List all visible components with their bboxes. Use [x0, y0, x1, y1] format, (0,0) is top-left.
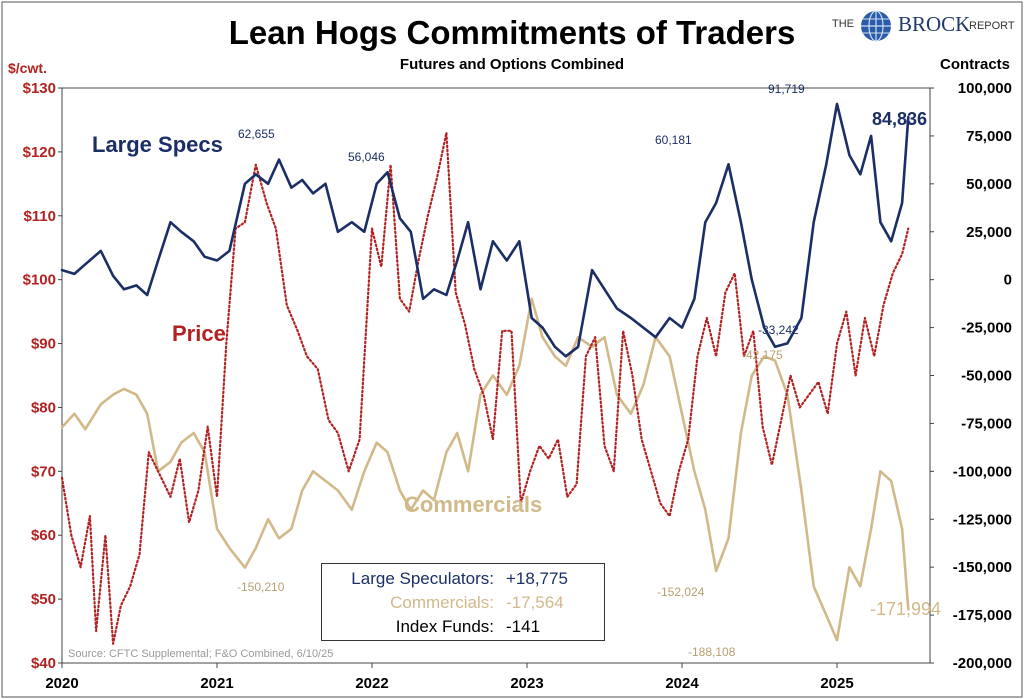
right-tick-label: -75,000 [961, 415, 1012, 432]
price-label: Price [172, 321, 226, 346]
left-tick-label: $90 [31, 336, 56, 353]
right-tick-label: -25,000 [961, 320, 1012, 337]
commercials-label: Commercials [404, 492, 543, 517]
x-tick-label: 2020 [45, 675, 78, 692]
left-tick-label: $50 [31, 591, 56, 608]
specs-last-value: 84,836 [872, 109, 928, 129]
left-tick-label: $40 [31, 655, 56, 672]
x-tick-label: 2021 [200, 675, 233, 692]
left-tick-label: $130 [23, 80, 56, 97]
left-tick-label: $110 [23, 208, 56, 225]
left-tick-label: $100 [23, 272, 56, 289]
globe-icon [861, 10, 891, 42]
large-specs-label: Large Specs [92, 132, 223, 157]
series-line-large-specs [60, 102, 910, 358]
left-tick-label: $60 [31, 527, 56, 544]
right-tick-label: -125,000 [953, 511, 1012, 528]
right-tick-label: 100,000 [958, 80, 1012, 97]
specs-peak-2021-label: 62,655 [238, 127, 275, 141]
right-tick-label: -50,000 [961, 368, 1012, 385]
chart-subtitle: Futures and Options Combined [399, 56, 625, 73]
left-tick-label: $80 [31, 399, 56, 416]
left-tick-label: $70 [31, 463, 56, 480]
specs-peak-2024-label: 60,181 [655, 133, 692, 147]
right-tick-label: 50,000 [966, 176, 1012, 193]
legend-index-value: -141 [506, 617, 541, 636]
x-tick-label: 2023 [510, 675, 543, 692]
brock-report-logo: THE BROCK REPORT [832, 8, 1018, 44]
legend-index-label: Index Funds: [395, 617, 494, 636]
comm-high-2024-label: -42,175 [742, 348, 783, 362]
net-change-legend: Large Speculators: +18,775 Commercials: … [321, 563, 605, 641]
source-note: Source: CFTC Supplemental; F&O Combined,… [68, 648, 334, 660]
x-tick-label: 2022 [355, 675, 388, 692]
x-tick-label: 2024 [665, 675, 699, 692]
left-tick-label: $120 [23, 144, 56, 161]
comm-low-2024-label: -152,024 [657, 585, 705, 599]
logo-report-text: REPORT [969, 20, 1015, 32]
specs-peak-2025-label: 91,719 [768, 82, 805, 96]
right-tick-label: -200,000 [953, 655, 1012, 672]
chart-title: Lean Hogs Commitments of Traders [228, 14, 796, 51]
series-line-price [60, 131, 910, 645]
legend-specs-value: +18,775 [506, 569, 568, 588]
right-tick-label: 75,000 [966, 128, 1012, 145]
right-tick-label: 25,000 [966, 224, 1012, 241]
left-axis-unit: $/cwt. [8, 60, 47, 76]
right-tick-label: 0 [1004, 272, 1012, 289]
legend-specs-label: Large Speculators: [351, 569, 494, 588]
x-tick-label: 2025 [820, 675, 853, 692]
right-tick-label: -150,000 [953, 559, 1012, 576]
right-axis-unit: Contracts [939, 56, 1010, 73]
legend-comm-label: Commercials: [390, 593, 494, 612]
series-line-commercials [60, 297, 910, 642]
logo-brock-text: BROCK [898, 12, 971, 36]
right-tick-label: -175,000 [953, 607, 1012, 624]
logo-the-text: THE [832, 18, 854, 30]
comm-low-2025-label: -188,108 [688, 645, 736, 659]
comm-low-2021-label: -150,210 [237, 580, 285, 594]
right-tick-label: -100,000 [953, 463, 1012, 480]
specs-peak-2022-label: 56,046 [348, 150, 385, 164]
comm-last-value: -171,994 [870, 599, 942, 619]
specs-low-2024-label: -33,242 [758, 323, 799, 337]
legend-comm-value: -17,564 [506, 593, 564, 612]
